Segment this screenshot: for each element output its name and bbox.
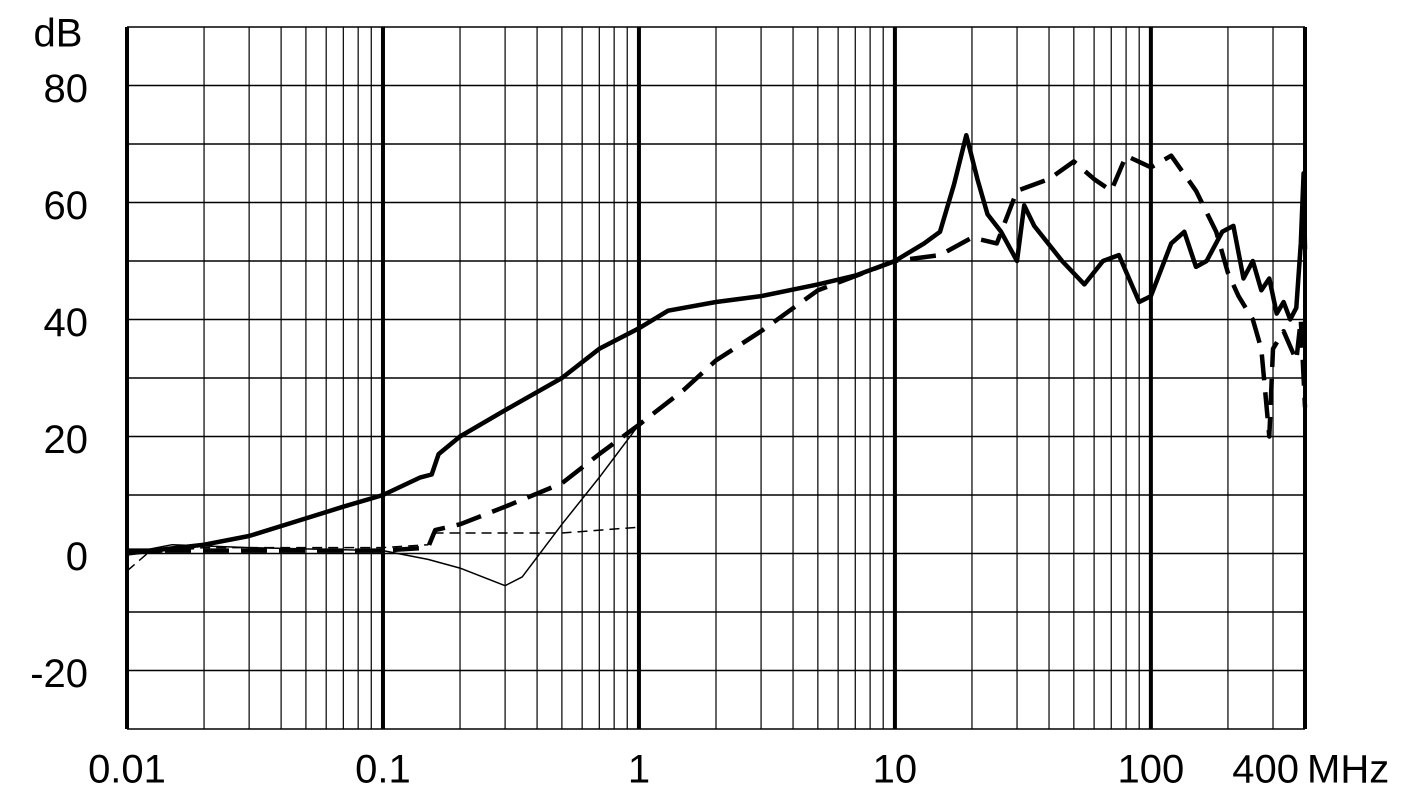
x-tick-label: 100 xyxy=(1118,748,1185,792)
y-tick-label: -20 xyxy=(30,652,88,696)
y-tick-label: 0 xyxy=(66,535,88,579)
y-tick-label: 80 xyxy=(44,67,89,111)
series-line xyxy=(126,526,639,572)
y-tick-label: 40 xyxy=(44,301,89,345)
y-tick-label: 60 xyxy=(44,184,89,228)
y-tick-label: 20 xyxy=(44,418,89,462)
x-axis-label: MHz xyxy=(1307,748,1389,792)
y-axis-label: dB xyxy=(34,12,83,56)
series-line xyxy=(127,153,1308,553)
series-line xyxy=(126,132,1308,556)
x-tick-label: 10 xyxy=(873,748,918,792)
x-tick-label: 400 xyxy=(1232,748,1299,792)
series-line xyxy=(126,424,640,587)
x-tick-label: 1 xyxy=(628,748,650,792)
x-tick-label: 0.01 xyxy=(88,748,166,792)
x-tick-label: 0.1 xyxy=(355,748,411,792)
